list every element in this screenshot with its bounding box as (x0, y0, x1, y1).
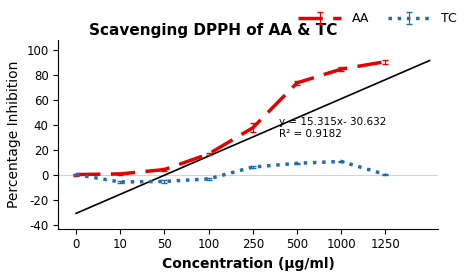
Text: Scavenging DPPH of AA & TC: Scavenging DPPH of AA & TC (89, 23, 337, 38)
X-axis label: Concentration (µg/ml): Concentration (µg/ml) (162, 257, 335, 271)
Y-axis label: Percentage Inhibition: Percentage Inhibition (7, 61, 21, 208)
Legend: AA, TC: AA, TC (292, 8, 462, 31)
Text: y = 15.315x- 30.632
R² = 0.9182: y = 15.315x- 30.632 R² = 0.9182 (279, 117, 387, 138)
